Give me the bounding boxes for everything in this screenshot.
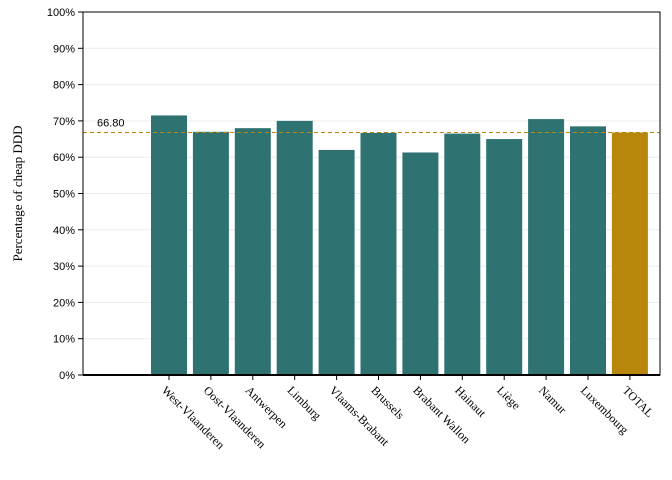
- bar-brussels: [360, 132, 397, 375]
- bar-vlaams-brabant: [318, 149, 355, 375]
- y-tick-label: 80%: [53, 80, 75, 92]
- y-tick-label: 10%: [53, 334, 75, 346]
- y-tick-label: 40%: [53, 225, 75, 237]
- y-tick-label: 0%: [59, 370, 75, 382]
- bar-west-vlaanderen: [151, 115, 187, 375]
- y-tick-label: 30%: [53, 261, 75, 273]
- y-tick-label: 50%: [53, 189, 75, 201]
- bar-hainaut: [444, 133, 481, 375]
- reference-line-label: 66.80: [97, 118, 125, 130]
- bar-oost-vlaanderen: [192, 131, 229, 375]
- bars: [151, 115, 648, 376]
- y-tick-label: 90%: [53, 43, 75, 55]
- bar-namur: [528, 119, 565, 376]
- bar-luxembourg: [570, 126, 606, 375]
- bar-limburg: [276, 120, 313, 376]
- y-tick-label: 70%: [53, 116, 75, 128]
- bar-antwerpen: [234, 128, 271, 375]
- y-tick-label: 60%: [53, 152, 75, 164]
- y-tick-label: 20%: [53, 297, 75, 309]
- bar-total: [611, 132, 648, 375]
- bar-brabant-wallon: [402, 152, 439, 375]
- axes: [78, 11, 661, 380]
- y-axis-title: Percentage of cheap DDD: [10, 125, 25, 261]
- y-tick-label: 100%: [47, 7, 75, 19]
- bar-li-ge: [486, 139, 523, 375]
